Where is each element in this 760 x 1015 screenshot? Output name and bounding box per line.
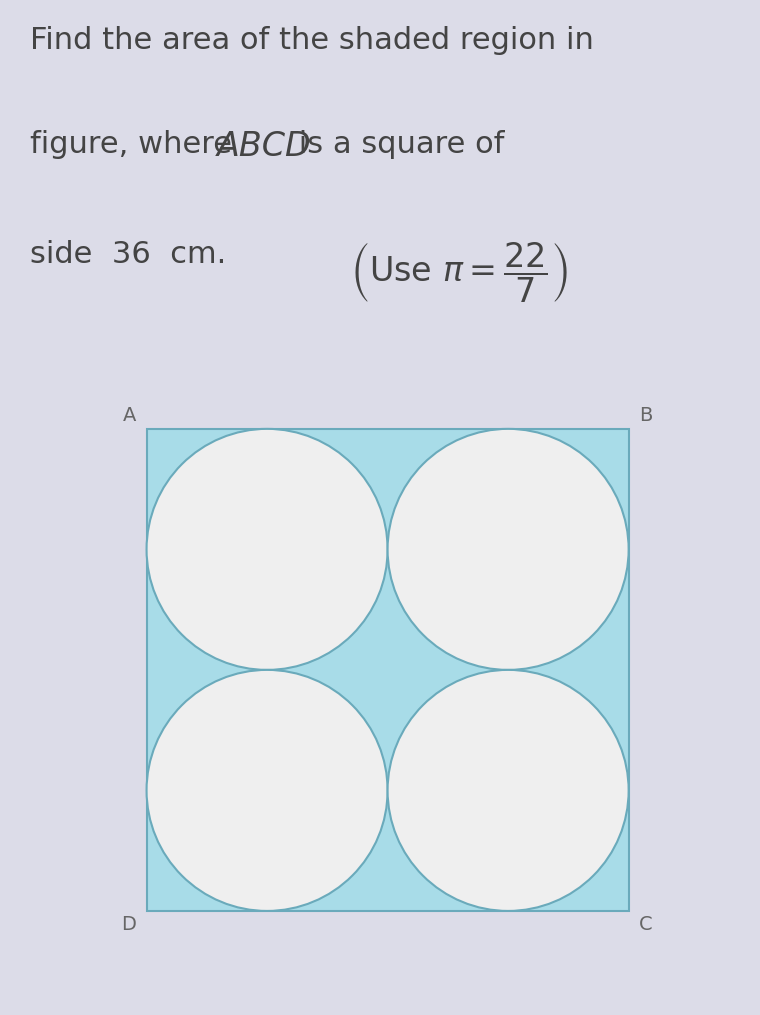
- Text: Find the area of the shaded region in: Find the area of the shaded region in: [30, 26, 594, 55]
- Circle shape: [147, 429, 388, 670]
- Circle shape: [147, 670, 388, 910]
- Text: B: B: [639, 406, 653, 425]
- Text: $\left(\mathrm{Use}\ \pi = \dfrac{22}{7}\right)$: $\left(\mathrm{Use}\ \pi = \dfrac{22}{7}…: [350, 241, 567, 304]
- Text: is a square of: is a square of: [289, 130, 504, 159]
- Text: figure, where: figure, where: [30, 130, 242, 159]
- Text: C: C: [639, 915, 653, 934]
- Text: D: D: [121, 915, 136, 934]
- Bar: [147, 429, 629, 910]
- Text: side  36  cm.: side 36 cm.: [30, 241, 226, 269]
- Text: ABCD: ABCD: [217, 130, 312, 163]
- Circle shape: [388, 429, 629, 670]
- Circle shape: [388, 670, 629, 910]
- Text: A: A: [122, 406, 136, 425]
